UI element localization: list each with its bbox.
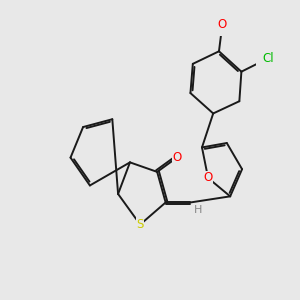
Text: O: O (172, 151, 182, 164)
Text: S: S (136, 218, 144, 231)
Text: O: O (203, 172, 213, 184)
Text: Cl: Cl (263, 52, 274, 64)
Text: H: H (194, 205, 202, 215)
Text: O: O (218, 18, 227, 31)
